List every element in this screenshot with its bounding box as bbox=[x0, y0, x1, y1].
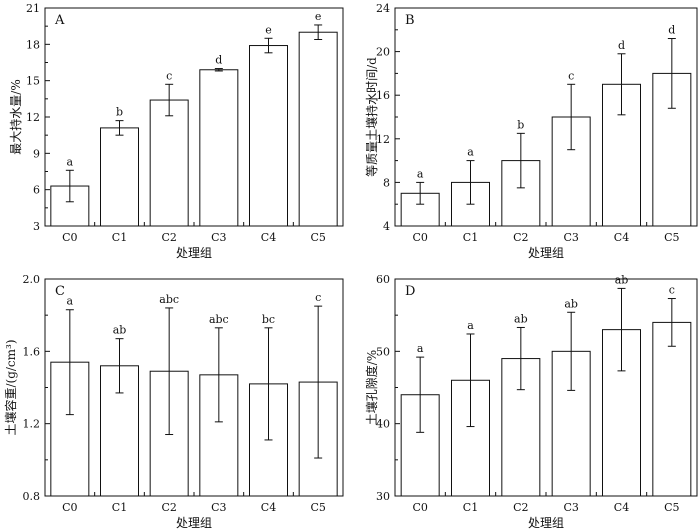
y-tick-label: 12 bbox=[26, 111, 40, 124]
x-axis-title: 处理组 bbox=[528, 246, 564, 260]
x-tick-label: C1 bbox=[463, 231, 478, 244]
y-tick-label: 6 bbox=[33, 184, 40, 197]
y-tick-label: 20 bbox=[376, 46, 390, 59]
x-tick-label: C1 bbox=[112, 231, 127, 244]
significance-letter: c bbox=[315, 291, 321, 304]
y-tick-label: 8 bbox=[383, 176, 390, 189]
significance-letter: d bbox=[215, 54, 222, 67]
panel-label: A bbox=[54, 13, 65, 28]
x-tick-label: C3 bbox=[211, 231, 226, 244]
significance-letter: ab bbox=[113, 324, 127, 337]
y-tick-label: 21 bbox=[26, 2, 40, 15]
y-tick-label: 50 bbox=[376, 345, 390, 358]
chart-panel-d: 30 40 50 60 a C0 a C1 ab C2 ab C3 ab C4 c C5 D 处理组 土壤孔隙度/% bbox=[364, 273, 698, 530]
y-tick-label: 2.0 bbox=[23, 273, 41, 286]
x-tick-label: C2 bbox=[513, 501, 528, 514]
x-tick-label: C1 bbox=[463, 501, 478, 514]
bar-c5 bbox=[652, 321, 692, 497]
significance-letter: a bbox=[417, 342, 424, 355]
x-axis-title: 处理组 bbox=[176, 246, 212, 260]
significance-letter: a bbox=[467, 146, 474, 159]
chart-panel-c: 0.8 1.2 1.6 2.0 a C0 ab C1 abc C2 abc C3 bc C4 c C5 C 处理组… bbox=[3, 273, 344, 530]
x-tick-label: C3 bbox=[563, 231, 578, 244]
plot-frame bbox=[44, 278, 344, 497]
x-tick-label: C3 bbox=[563, 501, 578, 514]
significance-letter: c bbox=[568, 69, 574, 82]
x-axis-title: 处理组 bbox=[528, 516, 564, 530]
significance-letter: b bbox=[517, 118, 524, 131]
x-tick-label: C2 bbox=[161, 501, 176, 514]
bar-c3 bbox=[199, 374, 239, 497]
x-tick-label: C0 bbox=[412, 231, 427, 244]
significance-letter: a bbox=[67, 155, 74, 168]
significance-letter: abc bbox=[209, 313, 229, 326]
x-tick-label: C1 bbox=[112, 501, 127, 514]
significance-letter: e bbox=[265, 23, 272, 36]
y-tick-label: 24 bbox=[376, 2, 390, 15]
significance-letter: abc bbox=[159, 293, 179, 306]
bar-c4 bbox=[249, 45, 288, 227]
y-tick-label: 1.2 bbox=[23, 418, 41, 431]
y-tick-label: 3 bbox=[33, 220, 40, 233]
significance-letter: a bbox=[467, 319, 474, 332]
panel-label: B bbox=[405, 13, 415, 28]
significance-letter: a bbox=[417, 167, 424, 180]
significance-letter: d bbox=[668, 24, 675, 37]
significance-letter: d bbox=[618, 39, 625, 52]
significance-letter: b bbox=[116, 106, 123, 119]
panel-label: D bbox=[405, 284, 415, 299]
bar-c5 bbox=[298, 31, 338, 227]
y-tick-label: 1.6 bbox=[23, 345, 41, 358]
y-tick-label: 60 bbox=[376, 273, 390, 286]
x-axis-title: 处理组 bbox=[176, 516, 212, 530]
y-axis-title: 土壤孔隙度/% bbox=[364, 350, 379, 425]
panel-label: C bbox=[55, 284, 65, 299]
y-tick-label: 30 bbox=[376, 490, 390, 503]
significance-letter: e bbox=[315, 10, 322, 23]
x-tick-label: C5 bbox=[310, 231, 325, 244]
y-axis-title: 土壤容重/(g/cm³) bbox=[3, 339, 18, 435]
x-tick-label: C3 bbox=[211, 501, 226, 514]
x-tick-label: C5 bbox=[664, 231, 679, 244]
chart-panel-a: 3 6 9 12 15 18 21 a C0 b C1 c C2 d C3 e C4 e C5 A 处理组 最大持水量/% bbox=[8, 2, 344, 260]
x-tick-label: C5 bbox=[664, 501, 679, 514]
x-tick-label: C4 bbox=[614, 501, 629, 514]
x-tick-label: C2 bbox=[161, 231, 176, 244]
y-axis-title: 最大持水量/% bbox=[8, 79, 23, 154]
bar-c3 bbox=[199, 69, 239, 227]
significance-letter: c bbox=[166, 69, 172, 82]
x-tick-label: C4 bbox=[614, 231, 629, 244]
significance-letter: bc bbox=[262, 313, 275, 326]
significance-letter: ab bbox=[615, 273, 629, 286]
x-tick-label: C5 bbox=[310, 501, 325, 514]
x-tick-label: C2 bbox=[513, 231, 528, 244]
significance-letter: a bbox=[67, 295, 74, 308]
y-tick-label: 15 bbox=[26, 75, 40, 88]
bar-c1 bbox=[100, 127, 139, 227]
plot-frame bbox=[394, 278, 698, 497]
x-tick-label: C0 bbox=[62, 501, 77, 514]
y-tick-label: 18 bbox=[26, 38, 40, 51]
significance-letter: ab bbox=[564, 297, 578, 310]
plot-frame bbox=[394, 7, 698, 227]
y-tick-label: 12 bbox=[376, 133, 390, 146]
y-tick-label: 9 bbox=[33, 147, 40, 160]
significance-letter: c bbox=[669, 284, 675, 297]
y-tick-label: 40 bbox=[376, 418, 390, 431]
x-tick-label: C0 bbox=[62, 231, 77, 244]
x-tick-label: C4 bbox=[261, 231, 276, 244]
plot-frame bbox=[44, 7, 344, 227]
chart-panel-b: 4 8 12 16 20 24 a C0 a C1 b C2 c C3 d C4 d C5 B 处理组 等质量土壤持水时… bbox=[364, 2, 698, 260]
significance-letter: ab bbox=[514, 312, 528, 325]
y-tick-label: 4 bbox=[383, 220, 390, 233]
y-tick-label: 16 bbox=[376, 89, 390, 102]
y-axis-title: 等质量土壤持水时间/d bbox=[364, 57, 379, 177]
y-tick-label: 0.8 bbox=[23, 490, 41, 503]
x-tick-label: C0 bbox=[412, 501, 427, 514]
bar-c2 bbox=[149, 99, 189, 227]
x-tick-label: C4 bbox=[261, 501, 276, 514]
